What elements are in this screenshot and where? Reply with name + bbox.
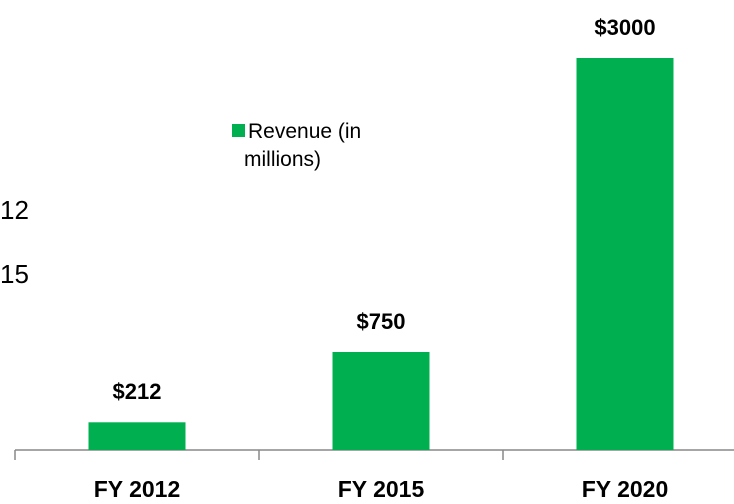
x-tick-label: FY 2020 bbox=[582, 476, 669, 502]
bar bbox=[88, 422, 186, 450]
value-label: $212 bbox=[113, 379, 162, 404]
annotation: 15 bbox=[0, 259, 29, 289]
value-label: $750 bbox=[357, 309, 406, 334]
legend: Revenue (in millions) bbox=[232, 118, 414, 174]
annotation: 12 bbox=[0, 195, 29, 225]
bar bbox=[576, 58, 674, 450]
bar bbox=[332, 352, 430, 450]
value-label: $3000 bbox=[594, 15, 655, 40]
legend-swatch bbox=[232, 124, 245, 137]
legend-label: Revenue (in millions) bbox=[244, 120, 362, 171]
x-tick-label: FY 2015 bbox=[338, 476, 425, 502]
x-tick-label: FY 2012 bbox=[94, 476, 181, 502]
